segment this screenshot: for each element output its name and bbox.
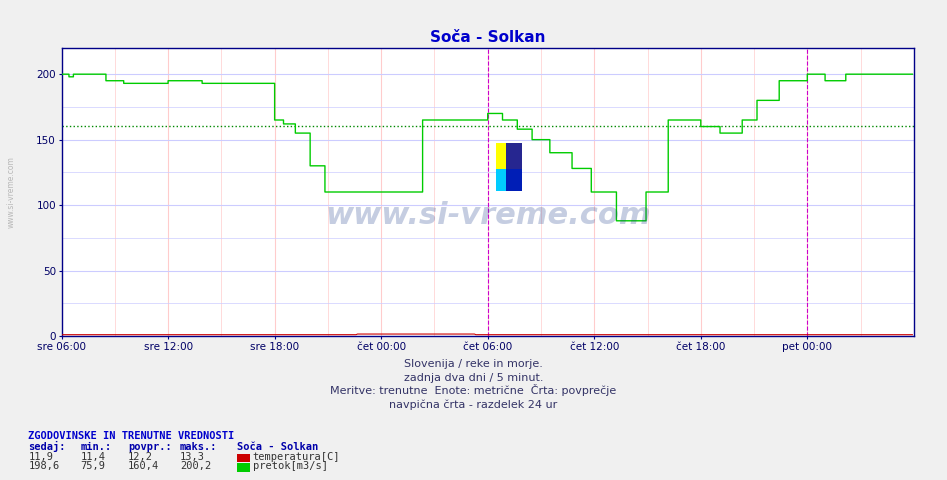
- Text: ZGODOVINSKE IN TRENUTNE VREDNOSTI: ZGODOVINSKE IN TRENUTNE VREDNOSTI: [28, 431, 235, 441]
- Text: 200,2: 200,2: [180, 461, 211, 471]
- Text: povpr.:: povpr.:: [128, 442, 171, 452]
- Text: 11,4: 11,4: [80, 452, 105, 462]
- Text: www.si-vreme.com: www.si-vreme.com: [325, 201, 651, 229]
- Text: navpična črta - razdelek 24 ur: navpična črta - razdelek 24 ur: [389, 399, 558, 409]
- Text: 11,9: 11,9: [28, 452, 53, 462]
- Text: 12,2: 12,2: [128, 452, 152, 462]
- Text: 13,3: 13,3: [180, 452, 205, 462]
- Text: min.:: min.:: [80, 442, 112, 452]
- Text: Slovenija / reke in morje.: Slovenija / reke in morje.: [404, 359, 543, 369]
- Text: zadnja dva dni / 5 minut.: zadnja dva dni / 5 minut.: [403, 372, 544, 383]
- Text: 198,6: 198,6: [28, 461, 60, 471]
- Text: Soča - Solkan: Soča - Solkan: [237, 442, 318, 452]
- Text: 160,4: 160,4: [128, 461, 159, 471]
- Title: Soča - Solkan: Soča - Solkan: [430, 30, 545, 46]
- Text: temperatura[C]: temperatura[C]: [253, 452, 340, 462]
- Text: Meritve: trenutne  Enote: metrične  Črta: povprečje: Meritve: trenutne Enote: metrične Črta: …: [331, 384, 616, 396]
- Text: maks.:: maks.:: [180, 442, 218, 452]
- Text: 75,9: 75,9: [80, 461, 105, 471]
- Text: www.si-vreme.com: www.si-vreme.com: [7, 156, 16, 228]
- Text: sedaj:: sedaj:: [28, 441, 66, 452]
- Text: pretok[m3/s]: pretok[m3/s]: [253, 461, 328, 471]
